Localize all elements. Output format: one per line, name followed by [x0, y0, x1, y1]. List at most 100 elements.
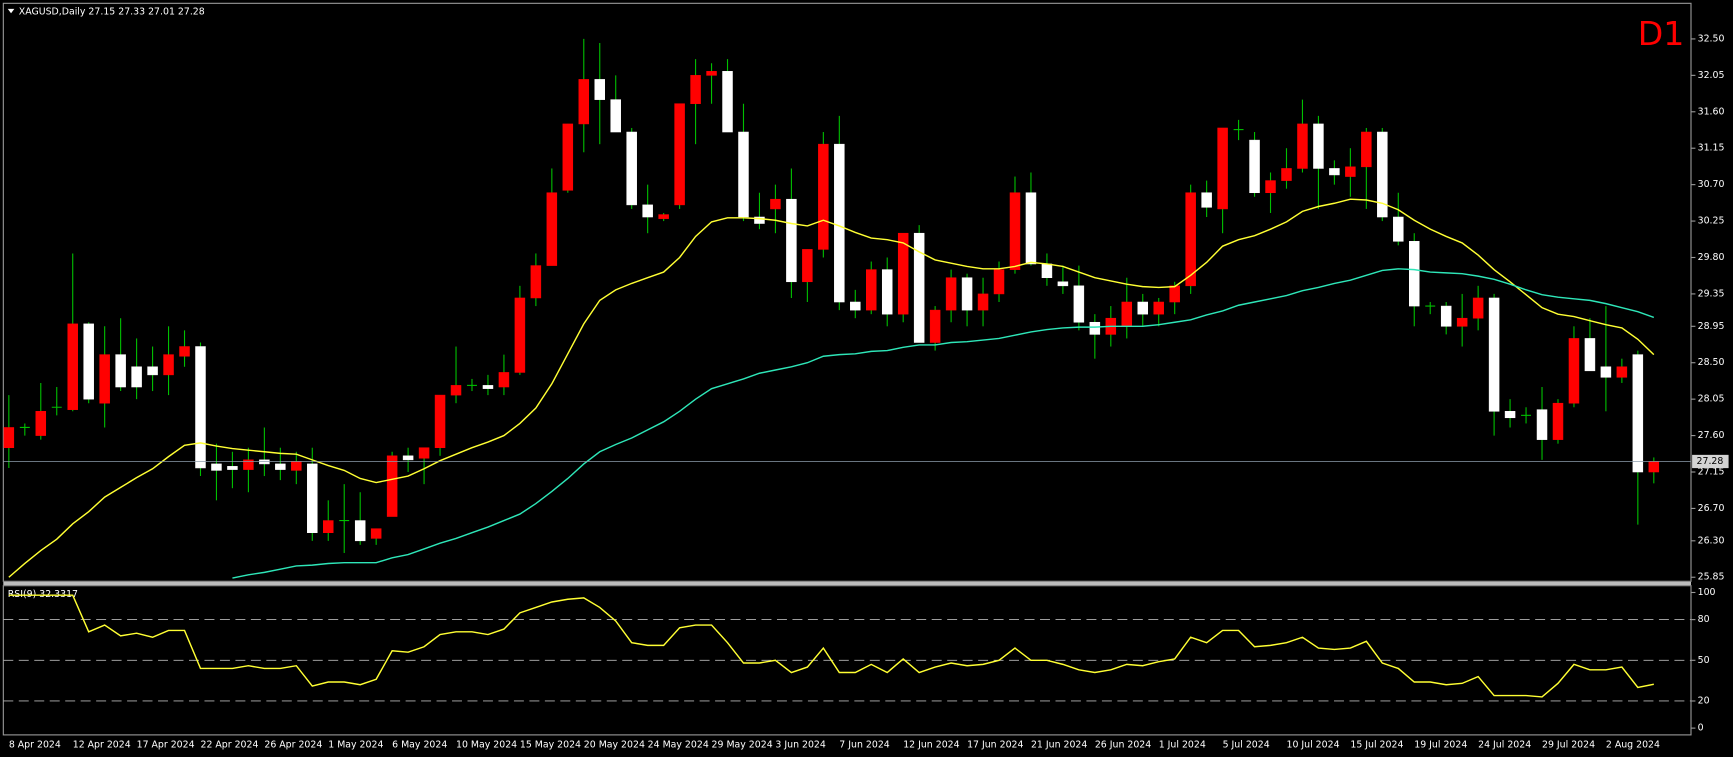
candle-body [642, 204, 653, 218]
x-tick-label: 29 Jul 2024 [1542, 739, 1595, 750]
candle-body [1377, 131, 1388, 218]
candle-body [834, 143, 845, 303]
y-tick-label: 28.95 [1698, 321, 1725, 332]
y-tick-label: 0 [1698, 723, 1704, 734]
candle-body [866, 269, 877, 311]
candle-body [115, 354, 126, 388]
candle-body [674, 103, 685, 206]
candle-body [323, 520, 334, 533]
candle-body [1409, 241, 1420, 307]
candle-body [163, 354, 174, 376]
candle-body [450, 385, 462, 396]
y-tick-label: 30.25 [1698, 216, 1725, 227]
candle-body [706, 71, 717, 76]
y-tick-label: 80 [1698, 614, 1710, 625]
y-tick-label: 20 [1698, 695, 1710, 706]
candle-body [1648, 461, 1660, 473]
candle-body [402, 455, 414, 461]
y-tick-label: 28.50 [1698, 357, 1725, 368]
candle-body [1201, 192, 1212, 208]
candle-body [259, 459, 270, 465]
x-tick-label: 17 Jun 2024 [967, 739, 1023, 750]
candle-body [881, 269, 893, 315]
candle-body [131, 366, 142, 388]
candle-body [802, 249, 813, 283]
axes: 32.50 32.05 31.60 31.15 30.70 30.25 29.80 29.35… [9, 33, 1729, 750]
candle-body [67, 323, 78, 410]
candle-body [578, 79, 590, 125]
candle-body [786, 198, 797, 283]
x-tick-label: 5 Jul 2024 [1223, 739, 1270, 750]
x-tick-label: 6 May 2024 [392, 739, 447, 750]
moving-average [232, 268, 1655, 579]
candle-body [1600, 366, 1612, 378]
candle-body [370, 528, 382, 539]
candle-body [1488, 297, 1500, 412]
x-tick-label: 20 May 2024 [584, 739, 645, 750]
timeframe-label: D1 [1638, 14, 1685, 53]
candle-body [770, 198, 781, 210]
x-tick-label: 22 Apr 2024 [200, 739, 258, 750]
candle-body [3, 427, 15, 448]
candle-body [1153, 301, 1164, 315]
x-tick-label: 26 Jun 2024 [1095, 739, 1151, 750]
y-tick-label: 26.70 [1698, 503, 1725, 514]
candle-body [818, 143, 829, 250]
x-tick-label: 24 Jul 2024 [1478, 739, 1531, 750]
x-tick-label: 12 Apr 2024 [73, 739, 131, 750]
candle-body [1009, 192, 1021, 270]
candle-body [1297, 123, 1308, 169]
candle-body [1137, 301, 1149, 315]
y-tick-label: 29.35 [1698, 288, 1725, 299]
x-tick-label: 1 May 2024 [328, 739, 383, 750]
y-tick-label: 28.05 [1698, 394, 1725, 405]
candle-body [1217, 127, 1228, 210]
candle-body [83, 323, 94, 400]
candle-body [434, 394, 446, 448]
y-tick-label: 27.60 [1698, 430, 1725, 441]
candle-body [1073, 285, 1085, 323]
y-tick-label: 26.30 [1698, 535, 1725, 546]
candle-body [1057, 281, 1069, 287]
candle-body [211, 463, 222, 471]
candle-body [1121, 301, 1133, 327]
candle-body [562, 123, 574, 191]
candle-body [1281, 168, 1292, 181]
candle-body [147, 366, 158, 376]
main-plot [3, 38, 1692, 579]
candle-body [1041, 263, 1053, 279]
candle-body [275, 463, 286, 470]
candle-body [1185, 192, 1196, 287]
candle-body [514, 297, 526, 373]
y-tick-label: 27.15 [1698, 467, 1725, 478]
candle-body [993, 269, 1005, 295]
y-tick-label: 32.05 [1698, 70, 1725, 81]
candle-body [243, 459, 254, 470]
candle-body [195, 346, 206, 469]
candle-body [1329, 168, 1340, 176]
candle-body [1456, 317, 1468, 327]
moving-average [8, 198, 1655, 578]
candle-body [738, 131, 749, 218]
candle-body [897, 232, 909, 315]
candle-body [354, 520, 366, 542]
candle-body [754, 216, 765, 224]
candle-body [1265, 180, 1276, 194]
candle-body [1504, 411, 1516, 419]
y-tick-label: 31.15 [1698, 143, 1725, 154]
x-tick-label: 21 Jun 2024 [1031, 739, 1087, 750]
candle-body [594, 79, 606, 100]
candle-body [961, 277, 973, 311]
candle-body [690, 75, 701, 104]
candle-body [945, 277, 957, 311]
main-pane [2, 2, 1692, 582]
candle-body [1313, 123, 1324, 169]
candle-body [418, 447, 430, 459]
candle-body [291, 461, 302, 471]
y-tick-label: 30.70 [1698, 179, 1725, 190]
candle-body [307, 463, 318, 533]
candle-body [1025, 192, 1037, 265]
